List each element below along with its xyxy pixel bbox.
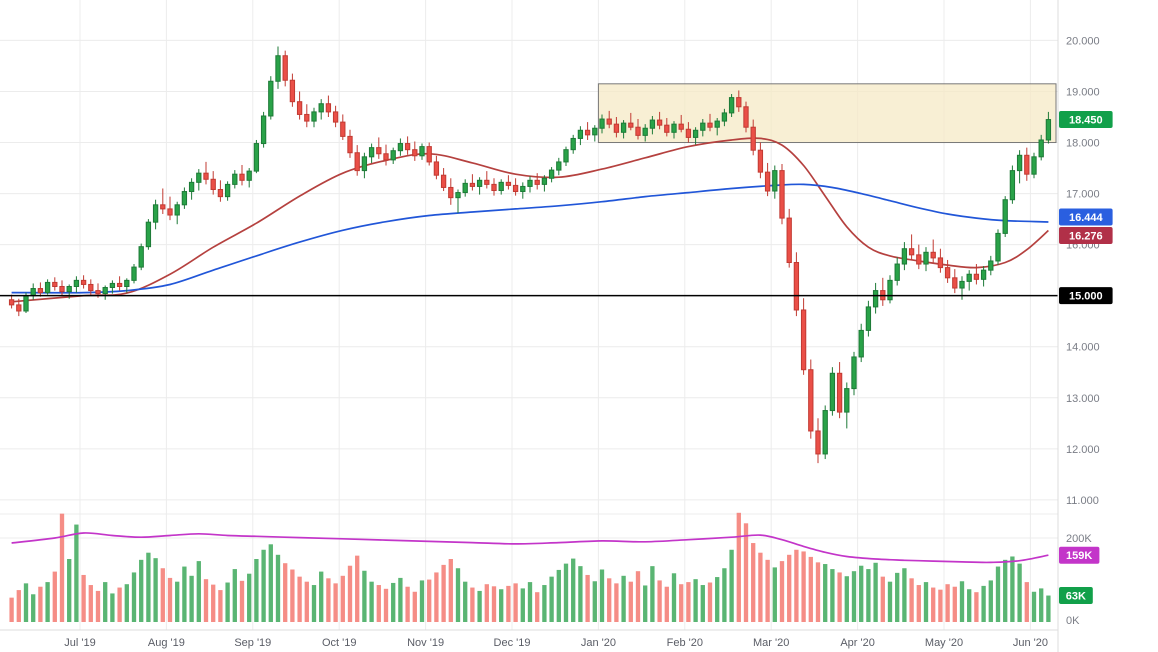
price-badge-ma-slow: 16.444 <box>1059 208 1113 226</box>
volume-tick-label: 0K <box>1066 615 1080 627</box>
time-axis-label: Dec '19 <box>494 637 531 649</box>
ma-slow-line[interactable] <box>11 183 1049 294</box>
time-axis-label: Feb '20 <box>667 637 703 649</box>
price-tick-label: 12.000 <box>1066 444 1100 456</box>
time-axis-label: Aug '19 <box>148 637 185 649</box>
svg-text:159K: 159K <box>1066 550 1092 562</box>
volume-badge-ma: 159K <box>1059 546 1100 564</box>
price-badge-hline: 15.000 <box>1059 287 1113 305</box>
time-axis-label: Apr '20 <box>840 637 875 649</box>
price-tick-label: 19.000 <box>1066 86 1100 98</box>
price-tick-label: 13.000 <box>1066 393 1100 405</box>
time-axis[interactable]: Jul '19 Aug '19 Sep '19 Oct '19 Nov '19 Dec '… <box>0 629 1058 649</box>
price-tick-label: 14.000 <box>1066 342 1100 354</box>
time-axis-label: Mar '20 <box>753 637 789 649</box>
price-tick-label: 17.000 <box>1066 189 1100 201</box>
ma-fast-line[interactable] <box>11 137 1049 303</box>
time-axis-label: Jul '19 <box>64 637 95 649</box>
volume-ma-line[interactable] <box>11 532 1049 564</box>
price-tick-label: 20.000 <box>1066 35 1100 47</box>
svg-text:18.450: 18.450 <box>1069 115 1103 127</box>
grid-layer <box>0 0 1058 630</box>
time-axis-label: Oct '19 <box>322 637 357 649</box>
price-badge-ma-fast: 16.276 <box>1059 227 1113 245</box>
time-axis-label: May '20 <box>925 637 963 649</box>
volume-badge-last: 63K <box>1059 587 1093 605</box>
svg-text:63K: 63K <box>1066 591 1086 603</box>
time-axis-label: Jun '20 <box>1013 637 1048 649</box>
price-badge-last: 18.450 <box>1059 111 1113 129</box>
svg-text:16.444: 16.444 <box>1069 212 1104 224</box>
time-axis-label: Jan '20 <box>581 637 616 649</box>
svg-text:16.276: 16.276 <box>1069 231 1103 243</box>
svg-text:15.000: 15.000 <box>1069 291 1103 303</box>
time-axis-label: Sep '19 <box>234 637 271 649</box>
volume-bars-layer <box>9 512 1051 622</box>
price-tick-label: 18.000 <box>1066 138 1100 150</box>
time-axis-label: Nov '19 <box>407 637 444 649</box>
price-tick-label: 11.000 <box>1066 495 1099 507</box>
candles-layer <box>8 46 1052 464</box>
volume-tick-label: 200K <box>1066 533 1092 545</box>
